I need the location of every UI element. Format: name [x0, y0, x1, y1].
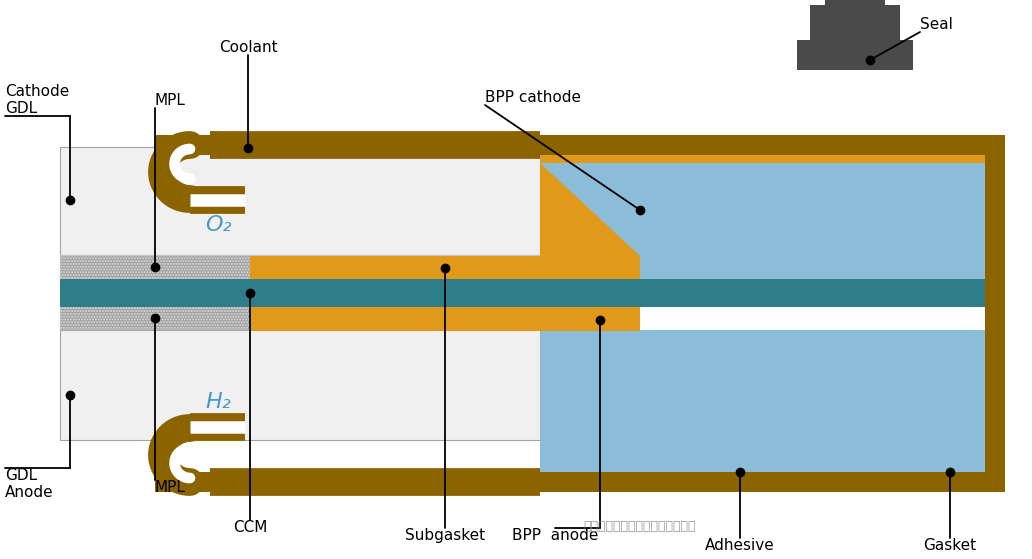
- Text: Cathode
GDL: Cathode GDL: [5, 84, 69, 116]
- Text: 公众号．氢燃料电池技术共享平台: 公众号．氢燃料电池技术共享平台: [583, 520, 697, 533]
- Bar: [60, 255, 540, 279]
- Bar: [540, 163, 985, 280]
- Bar: [60, 255, 540, 279]
- Bar: [250, 306, 640, 331]
- Bar: [810, 5, 900, 40]
- Bar: [60, 330, 540, 440]
- Text: BPP cathode: BPP cathode: [485, 90, 581, 105]
- Bar: [60, 147, 540, 255]
- Bar: [60, 147, 540, 255]
- Text: MPL: MPL: [155, 480, 186, 495]
- Bar: [540, 330, 985, 472]
- Text: GDL
Anode: GDL Anode: [5, 468, 54, 500]
- Polygon shape: [540, 163, 640, 280]
- Bar: [60, 307, 540, 330]
- Text: Adhesive: Adhesive: [705, 538, 775, 553]
- Text: H₂: H₂: [205, 392, 230, 412]
- Text: BPP  anode: BPP anode: [512, 528, 599, 543]
- Bar: [60, 279, 985, 307]
- Text: Subgasket: Subgasket: [405, 528, 485, 543]
- Text: CCM: CCM: [233, 520, 267, 535]
- Bar: [825, 0, 885, 5]
- Bar: [540, 472, 985, 492]
- Bar: [60, 307, 540, 330]
- Bar: [250, 256, 640, 280]
- Bar: [797, 40, 913, 70]
- Bar: [155, 135, 540, 155]
- Bar: [540, 155, 985, 163]
- Text: O₂: O₂: [205, 215, 231, 235]
- Bar: [155, 472, 540, 492]
- Text: Gasket: Gasket: [924, 538, 976, 553]
- Bar: [540, 472, 1005, 492]
- Text: Coolant: Coolant: [219, 40, 278, 55]
- Bar: [60, 330, 540, 440]
- Bar: [985, 135, 1005, 492]
- Bar: [540, 135, 1005, 155]
- Text: Seal: Seal: [920, 17, 953, 32]
- Text: MPL: MPL: [155, 93, 186, 108]
